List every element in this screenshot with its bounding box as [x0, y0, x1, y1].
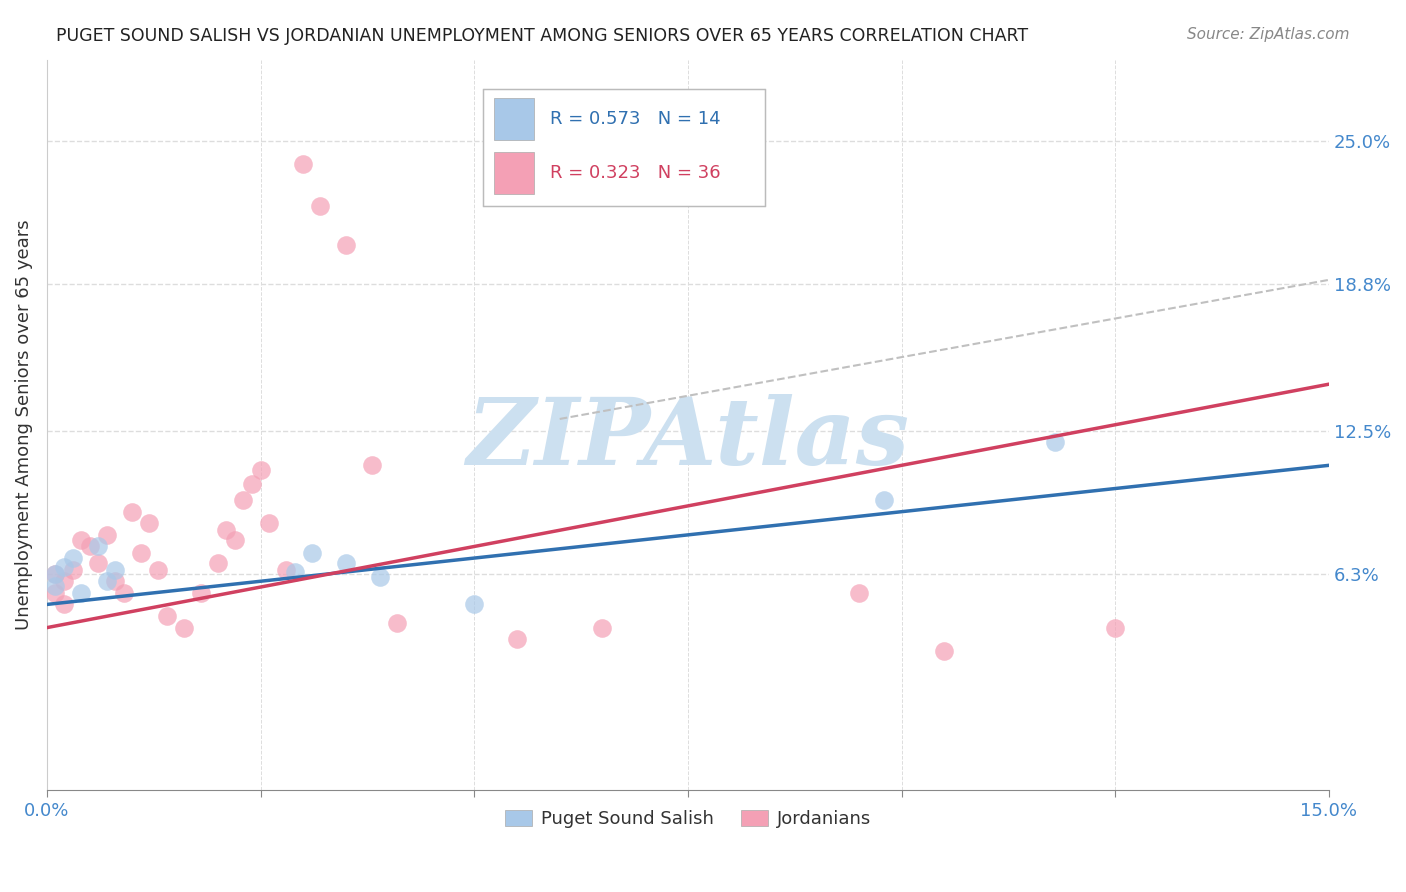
Point: [146, 563, 169, 577]
Point: [96, 528, 118, 542]
Point: [257, 516, 280, 531]
Point: [463, 598, 485, 612]
Point: [79, 540, 101, 554]
Point: [62, 563, 84, 577]
Point: [1045, 435, 1067, 450]
Point: [53, 560, 76, 574]
Point: [309, 199, 332, 213]
Point: [87, 540, 110, 554]
Point: [44, 586, 66, 600]
Point: [215, 523, 238, 537]
Point: [335, 556, 357, 570]
Point: [591, 621, 613, 635]
Point: [129, 546, 152, 560]
Point: [190, 586, 212, 600]
Point: [44, 567, 66, 582]
Y-axis label: Unemployment Among Seniors over 65 years: Unemployment Among Seniors over 65 years: [15, 219, 32, 630]
Point: [87, 556, 110, 570]
Point: [112, 586, 135, 600]
Point: [249, 463, 271, 477]
Point: [240, 476, 263, 491]
Point: [368, 569, 391, 583]
Point: [173, 621, 195, 635]
Legend: Puget Sound Salish, Jordanians: Puget Sound Salish, Jordanians: [498, 803, 879, 836]
Point: [848, 586, 870, 600]
Point: [104, 574, 127, 589]
Point: [138, 516, 160, 531]
Text: Source: ZipAtlas.com: Source: ZipAtlas.com: [1187, 27, 1350, 42]
Point: [207, 556, 229, 570]
Point: [1104, 621, 1126, 635]
Point: [53, 598, 76, 612]
Text: PUGET SOUND SALISH VS JORDANIAN UNEMPLOYMENT AMONG SENIORS OVER 65 YEARS CORRELA: PUGET SOUND SALISH VS JORDANIAN UNEMPLOY…: [56, 27, 1028, 45]
Point: [62, 551, 84, 566]
Point: [873, 493, 896, 508]
Point: [335, 238, 357, 252]
Point: [506, 632, 529, 647]
Point: [104, 563, 127, 577]
Point: [301, 546, 323, 560]
Point: [360, 458, 382, 473]
Point: [121, 505, 143, 519]
Point: [53, 574, 76, 589]
Point: [70, 533, 93, 547]
Point: [155, 609, 177, 624]
Point: [232, 493, 254, 508]
Point: [284, 565, 307, 579]
Point: [276, 563, 298, 577]
Point: [224, 533, 246, 547]
Point: [387, 615, 409, 630]
Text: ZIPAtlas: ZIPAtlas: [467, 394, 910, 484]
Point: [44, 579, 66, 593]
Point: [70, 586, 93, 600]
Point: [292, 157, 315, 171]
Point: [96, 574, 118, 589]
Point: [44, 567, 66, 582]
Point: [934, 644, 956, 658]
